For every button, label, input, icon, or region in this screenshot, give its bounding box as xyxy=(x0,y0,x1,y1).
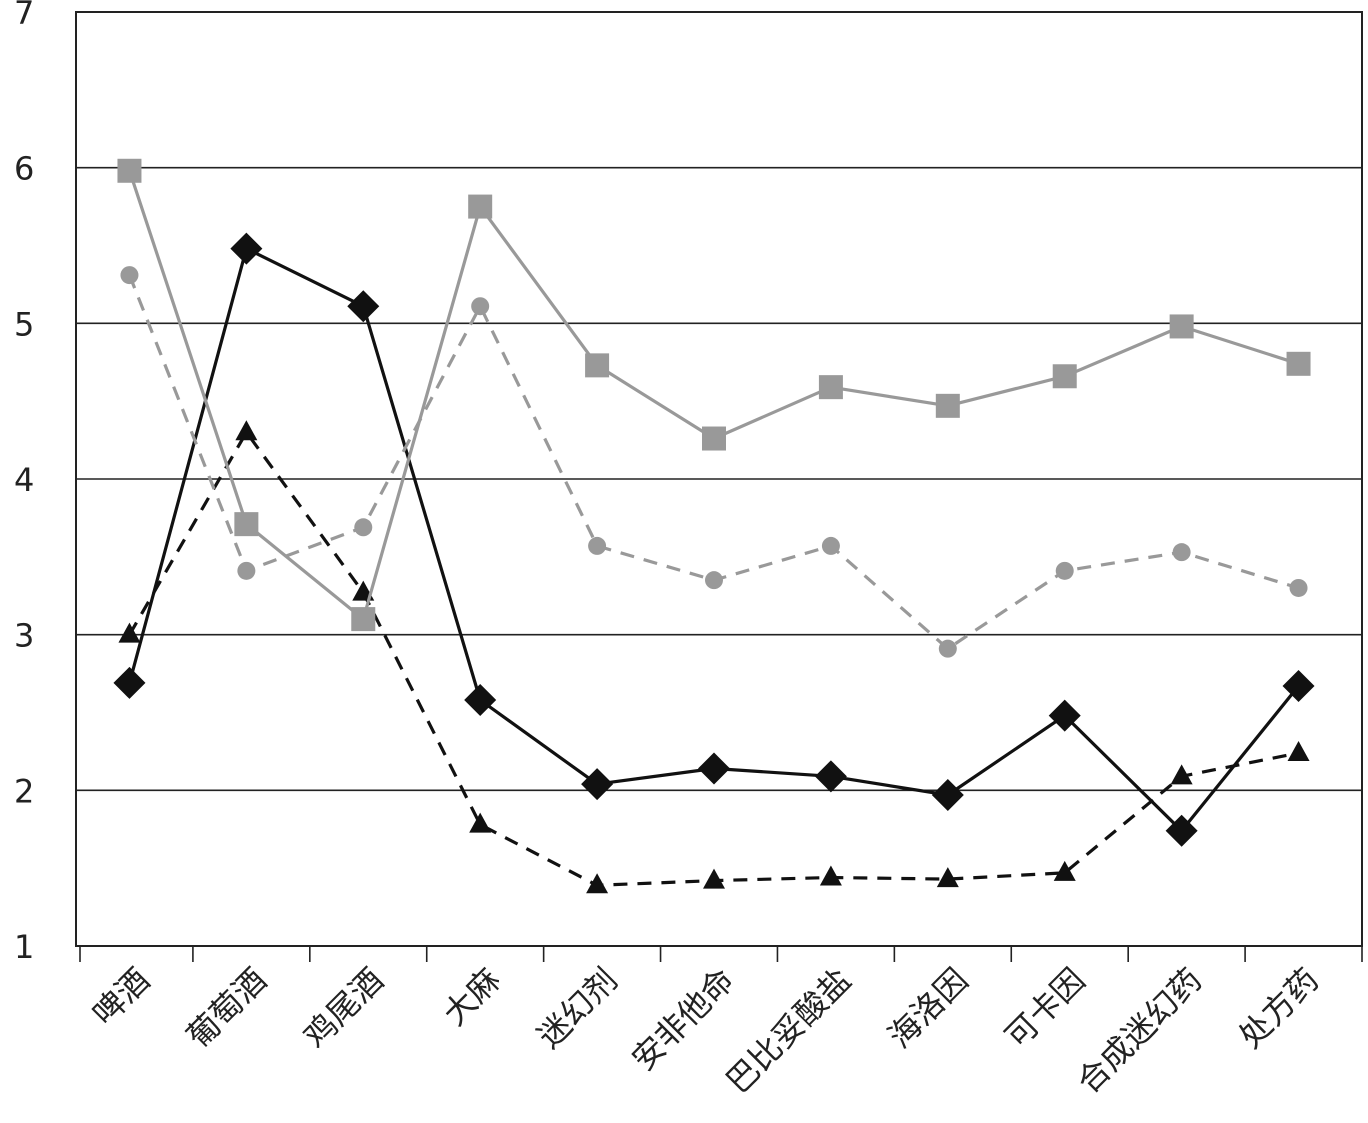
data-point-square xyxy=(468,194,493,219)
data-point-circle xyxy=(471,297,490,316)
x-tick-label: 海洛因 xyxy=(881,961,976,1056)
data-point-diamond xyxy=(230,232,263,265)
data-point-triangle xyxy=(235,420,258,441)
y-tick-label: 4 xyxy=(14,461,34,499)
y-tick-label: 5 xyxy=(14,305,34,343)
y-tick-label: 2 xyxy=(14,772,34,810)
series-square xyxy=(117,158,1311,632)
data-point-square xyxy=(702,426,726,451)
data-point-square xyxy=(351,607,376,632)
x-tick-label: 大麻 xyxy=(436,961,508,1033)
series-line xyxy=(128,430,1299,887)
data-point-circle xyxy=(1172,543,1191,562)
x-tick-label: 可卡因 xyxy=(998,961,1093,1056)
data-point-square xyxy=(117,158,142,183)
data-point-triangle xyxy=(1053,860,1076,881)
data-point-triangle xyxy=(703,868,725,889)
plot-frame xyxy=(75,11,1363,947)
series-circle xyxy=(120,266,1308,658)
data-point-square xyxy=(234,512,259,537)
y-tick-label: 1 xyxy=(14,928,34,966)
data-point-square xyxy=(935,393,960,418)
series-diamond xyxy=(113,232,1315,847)
data-point-circle xyxy=(1289,578,1308,597)
x-tick-label: 迷幻剂 xyxy=(530,961,625,1056)
y-tick-label: 3 xyxy=(14,617,34,655)
data-point-triangle xyxy=(936,867,959,888)
data-point-diamond xyxy=(1165,814,1198,847)
data-point-diamond xyxy=(1048,699,1081,732)
data-point-circle xyxy=(237,561,256,580)
x-tick-label: 鸡尾酒 xyxy=(296,961,391,1056)
x-tick-label: 葡萄酒 xyxy=(179,961,274,1056)
data-point-triangle xyxy=(1170,764,1193,785)
data-point-circle xyxy=(588,536,607,555)
x-tick-label: 巴比妥酸盐 xyxy=(719,961,859,1101)
data-point-circle xyxy=(354,518,373,537)
data-point-diamond xyxy=(931,779,964,812)
x-tick-label: 安非他命 xyxy=(624,961,741,1078)
data-point-square xyxy=(1286,351,1311,376)
data-point-triangle xyxy=(1287,740,1310,761)
data-point-diamond xyxy=(113,666,146,699)
gridlines xyxy=(76,166,1362,792)
data-point-circle xyxy=(938,639,957,658)
x-tick-label: 处方药 xyxy=(1231,961,1326,1056)
data-point-circle xyxy=(120,266,139,285)
series-line xyxy=(127,170,1299,621)
data-point-square xyxy=(818,375,843,400)
series-group xyxy=(113,158,1315,894)
data-point-diamond xyxy=(464,684,497,717)
series-line xyxy=(128,274,1299,651)
data-point-diamond xyxy=(347,290,380,323)
data-point-diamond xyxy=(698,752,730,785)
x-tick-label: 合成迷幻药 xyxy=(1069,961,1209,1101)
data-point-diamond xyxy=(581,768,614,801)
data-point-diamond xyxy=(1282,670,1315,703)
data-point-triangle xyxy=(819,865,842,886)
series-line xyxy=(127,247,1300,833)
data-point-square xyxy=(585,353,610,378)
y-tick-label: 6 xyxy=(14,150,34,188)
data-point-circle xyxy=(821,536,840,555)
data-point-triangle xyxy=(469,812,492,833)
data-point-square xyxy=(1052,364,1077,389)
data-point-triangle xyxy=(118,622,141,643)
y-tick-label: 7 xyxy=(14,0,34,32)
data-point-triangle xyxy=(586,873,609,894)
x-tick-label: 啤酒 xyxy=(85,961,157,1033)
data-point-diamond xyxy=(814,760,847,793)
data-point-square xyxy=(1169,314,1194,339)
data-point-circle xyxy=(1055,561,1074,580)
series-triangle xyxy=(118,420,1310,894)
data-point-circle xyxy=(705,571,723,590)
